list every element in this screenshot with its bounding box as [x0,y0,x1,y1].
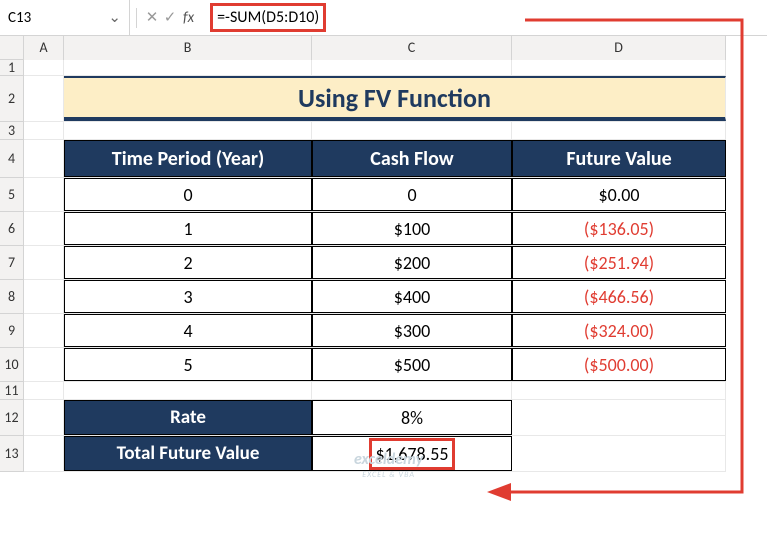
cell[interactable] [24,348,64,381]
formula-bar: C13 ⌄ ✕ ✓ fx =-SUM(D5:D10) [0,0,767,36]
check-icon[interactable]: ✓ [161,8,179,27]
row-header[interactable]: 7 [0,246,24,280]
fx-icon[interactable]: fx [183,9,194,27]
total-label[interactable]: Total Future Value [64,436,312,471]
cell-cashflow[interactable]: $100 [312,212,512,245]
cell-fv[interactable]: $0.00 [512,178,726,211]
cell[interactable] [312,382,512,399]
row-header[interactable]: 3 [0,122,24,140]
cell[interactable] [24,76,64,121]
formula-highlight: =-SUM(D5:D10) [210,3,326,32]
cell[interactable] [512,122,726,139]
row-header[interactable]: 1 [0,60,24,76]
cell[interactable] [24,400,64,435]
cell-cashflow[interactable]: $500 [312,348,512,381]
cell[interactable] [24,280,64,313]
col-header-a[interactable]: A [24,36,64,60]
cell[interactable] [312,60,512,75]
col-header-b[interactable]: B [64,36,312,60]
cell[interactable] [24,246,64,279]
cell[interactable] [24,178,64,211]
cell[interactable] [512,382,726,399]
header-cashflow[interactable]: Cash Flow [312,140,512,177]
name-box[interactable]: C13 ⌄ [0,0,130,35]
column-headers-row: A B C D [0,36,767,60]
cell[interactable] [24,382,64,399]
cell-fv[interactable]: ($251.94) [512,246,726,279]
rate-value[interactable]: 8% [312,400,512,435]
row-header[interactable]: 12 [0,400,24,436]
row-header[interactable]: 13 [0,436,24,472]
divider [136,8,137,28]
row-header[interactable]: 6 [0,212,24,246]
cell[interactable] [512,400,726,435]
cell[interactable] [24,60,64,75]
col-header-c[interactable]: C [312,36,512,60]
row-header[interactable]: 5 [0,178,24,212]
header-fv[interactable]: Future Value [512,140,726,177]
row-header[interactable]: 4 [0,140,24,178]
total-highlight: $1,678.55 [369,438,456,470]
cell[interactable] [312,122,512,139]
col-header-d[interactable]: D [512,36,726,60]
cell-fv[interactable]: ($466.56) [512,280,726,313]
cell-fv[interactable]: ($500.00) [512,348,726,381]
cell-fv[interactable]: ($324.00) [512,314,726,347]
cell-reference: C13 [8,9,31,27]
header-period[interactable]: Time Period (Year) [64,140,312,177]
select-all-corner[interactable] [0,36,24,60]
cancel-icon[interactable]: ✕ [143,8,161,27]
cell[interactable] [64,60,312,75]
title-banner[interactable]: Using FV Function [64,76,726,121]
cells-area: Using FV Function Time Period (Year) Cas… [24,60,726,472]
cell[interactable] [24,314,64,347]
rate-label[interactable]: Rate [64,400,312,435]
cell-period[interactable]: 5 [64,348,312,381]
row-header[interactable]: 2 [0,76,24,122]
cell[interactable] [24,122,64,139]
cell-cashflow[interactable]: $200 [312,246,512,279]
cell-cashflow[interactable]: $300 [312,314,512,347]
row-header[interactable]: 11 [0,382,24,400]
cell[interactable] [24,436,64,471]
row-header[interactable]: 8 [0,280,24,314]
cell-period[interactable]: 0 [64,178,312,211]
total-value[interactable]: $1,678.55 [312,436,512,471]
row-header[interactable]: 9 [0,314,24,348]
row-headers: 1 2 3 4 5 6 7 8 9 10 11 12 13 [0,60,24,472]
cell[interactable] [24,212,64,245]
cell-period[interactable]: 2 [64,246,312,279]
cell-period[interactable]: 4 [64,314,312,347]
cell[interactable] [512,60,726,75]
cell-period[interactable]: 3 [64,280,312,313]
cell-cashflow[interactable]: 0 [312,178,512,211]
formula-input[interactable]: =-SUM(D5:D10) [202,0,767,36]
chevron-down-icon[interactable]: ⌄ [108,8,121,27]
cell[interactable] [24,140,64,177]
cell-fv[interactable]: ($136.05) [512,212,726,245]
cell-period[interactable]: 1 [64,212,312,245]
cell[interactable] [64,122,312,139]
cell[interactable] [512,436,726,471]
cell[interactable] [64,382,312,399]
cell-cashflow[interactable]: $400 [312,280,512,313]
row-header[interactable]: 10 [0,348,24,382]
